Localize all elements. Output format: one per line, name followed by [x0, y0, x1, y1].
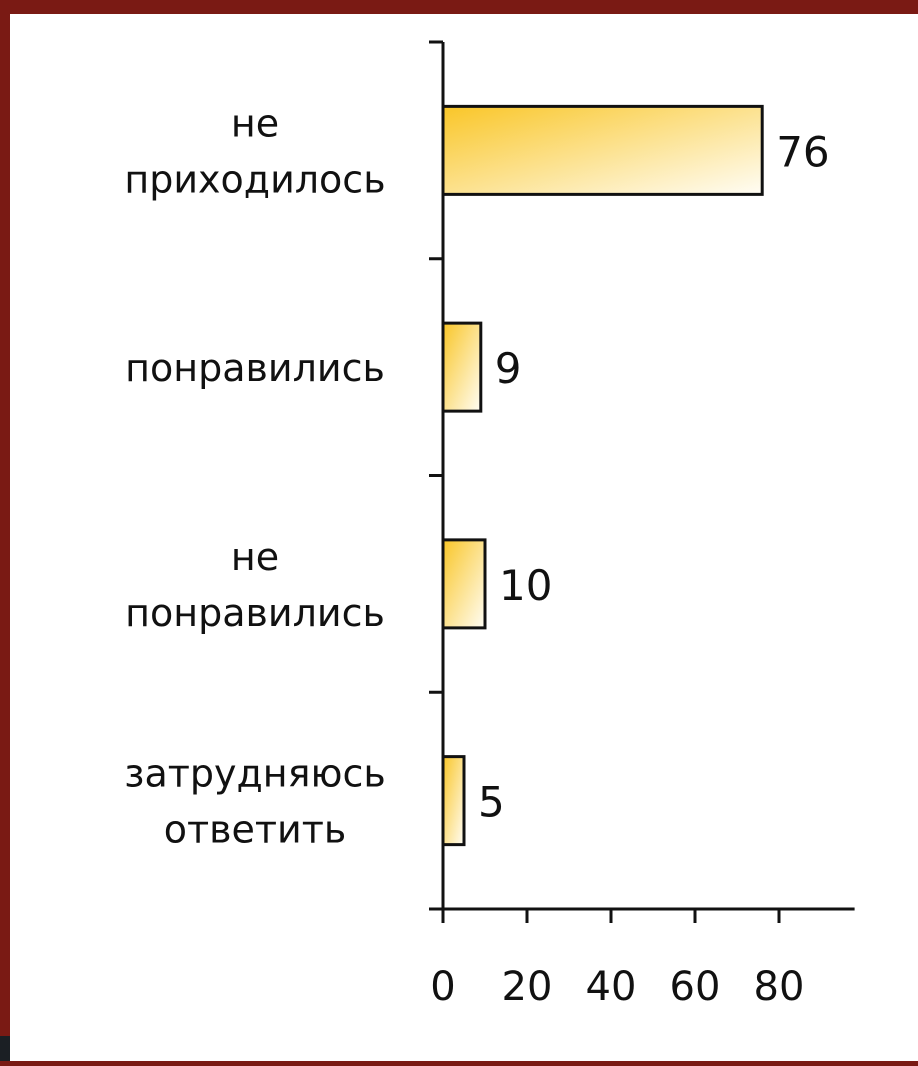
category-label: ответить [164, 808, 347, 852]
category-label: понравились [125, 346, 385, 390]
bar-chart: 0 20 40 60 80 76 не приходилось 9 понравились 10 не… [124, 40, 855, 1010]
bar [441, 755, 466, 847]
data-label: 5 [478, 778, 505, 827]
x-tick-label: 20 [502, 964, 553, 1010]
bar [441, 321, 483, 413]
category-label: затрудняюсь [124, 752, 386, 796]
x-tick-label: 40 [586, 964, 637, 1010]
chart-bars [441, 104, 764, 847]
category-label: понравились [125, 591, 385, 635]
chart-panel: 0 20 40 60 80 76 не приходилось 9 понравились 10 не… [10, 14, 918, 1061]
chart-labels: 0 20 40 60 80 76 не приходилось 9 понравились 10 не… [124, 101, 829, 1010]
category-label: приходилось [124, 157, 385, 201]
bar [441, 538, 487, 630]
x-tick-label: 80 [754, 964, 805, 1010]
x-tick-label: 60 [670, 964, 721, 1010]
data-label: 76 [776, 127, 829, 176]
data-label: 9 [495, 344, 522, 393]
x-tick-label: 0 [430, 964, 455, 1010]
category-label: не [231, 535, 279, 579]
bar [441, 104, 764, 196]
corner-decoration [0, 1036, 10, 1061]
category-label: не [231, 101, 279, 145]
data-label: 10 [499, 561, 552, 610]
